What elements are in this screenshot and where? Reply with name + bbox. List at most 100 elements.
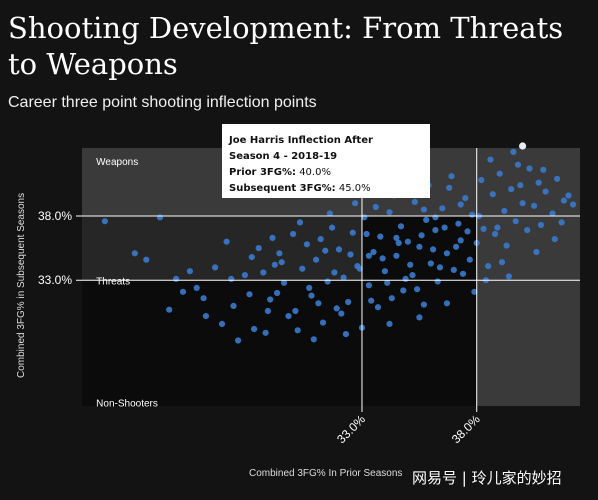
data-point (448, 173, 455, 180)
tooltip-box (222, 124, 430, 198)
data-point (299, 265, 306, 272)
data-point (434, 278, 441, 285)
data-point (395, 239, 402, 247)
data-point (471, 288, 478, 295)
data-point (384, 279, 391, 286)
data-point (535, 179, 542, 186)
data-point (457, 237, 464, 244)
data-point (453, 243, 460, 250)
data-point (173, 275, 180, 282)
zone-weapons-side-area (476, 216, 580, 406)
data-point (443, 250, 450, 257)
data-point (432, 214, 439, 221)
data-point (416, 243, 423, 250)
data-point (352, 200, 359, 207)
data-point (377, 233, 384, 240)
data-point (404, 238, 411, 245)
y-axis-title: Combined 3FG% in Subsequent Seasons (16, 193, 27, 378)
watermark: 网易号 | 玲儿家的妙招 (412, 469, 562, 487)
data-point (524, 227, 531, 234)
data-point (402, 275, 409, 282)
y-tick-label: 38.0% (38, 209, 72, 223)
data-point (285, 313, 292, 320)
data-point (379, 255, 386, 262)
data-point (274, 289, 281, 297)
data-point (416, 314, 423, 321)
data-point (296, 219, 304, 226)
data-point (558, 219, 565, 226)
chart-subtitle: Career three point shooting inflection p… (8, 94, 317, 111)
data-point (278, 259, 285, 266)
data-point (363, 230, 370, 238)
data-point (255, 245, 262, 252)
data-point (450, 266, 457, 273)
data-point (303, 241, 310, 248)
data-point (537, 221, 545, 229)
data-point (485, 263, 492, 270)
data-point (554, 175, 561, 182)
highlight-point-joe-harris (519, 142, 527, 150)
data-point (388, 295, 395, 302)
data-point (420, 206, 427, 213)
zone-label: Non-Shooters (96, 398, 158, 409)
data-point (526, 165, 533, 172)
data-point (407, 261, 414, 268)
data-point (487, 156, 494, 163)
data-point (436, 264, 444, 271)
data-point (338, 310, 345, 317)
data-point (514, 161, 522, 168)
data-point (469, 211, 476, 218)
data-point (230, 302, 237, 309)
data-point (505, 273, 512, 280)
data-point (345, 298, 352, 306)
tooltip-prior-label: Prior 3FG%: (229, 167, 296, 178)
data-point (496, 170, 503, 177)
data-point (342, 331, 349, 338)
data-point (549, 210, 556, 217)
data-point (349, 229, 356, 236)
data-point (365, 252, 372, 259)
data-point (423, 216, 430, 223)
data-point (202, 313, 209, 320)
data-point (393, 234, 400, 241)
data-point (494, 224, 501, 231)
data-point (340, 274, 347, 281)
data-point (370, 248, 377, 256)
data-point (246, 291, 253, 298)
data-point (329, 224, 336, 231)
data-point (156, 214, 164, 221)
data-point (501, 207, 508, 214)
data-point (570, 201, 577, 208)
data-point (193, 284, 200, 291)
data-point (260, 269, 267, 276)
data-point (310, 336, 317, 343)
data-point (315, 300, 322, 307)
data-point (335, 246, 343, 253)
data-point (508, 186, 515, 193)
data-point (251, 325, 258, 333)
data-point (218, 320, 226, 327)
data-point (457, 201, 464, 208)
data-point (269, 234, 276, 241)
data-point (503, 242, 510, 249)
data-point (276, 250, 283, 257)
x-axis-title: Combined 3FG% In Prior Seasons (249, 468, 402, 479)
data-point (446, 184, 453, 191)
zone-label: Weapons (96, 157, 138, 168)
data-point (331, 269, 338, 276)
data-point (186, 268, 193, 275)
data-point (551, 236, 558, 243)
data-point (333, 305, 340, 312)
data-point (439, 205, 446, 212)
data-point (381, 268, 388, 275)
data-point (241, 272, 248, 279)
data-point (322, 247, 329, 254)
data-point (510, 148, 517, 155)
tooltip-title-line2: Season 4 - 2018-19 (229, 151, 337, 162)
data-point (386, 209, 393, 216)
data-point (459, 270, 467, 277)
chart-title: Shooting Development: From Threats to We… (8, 11, 564, 81)
data-point (430, 246, 437, 253)
data-point (560, 197, 568, 204)
